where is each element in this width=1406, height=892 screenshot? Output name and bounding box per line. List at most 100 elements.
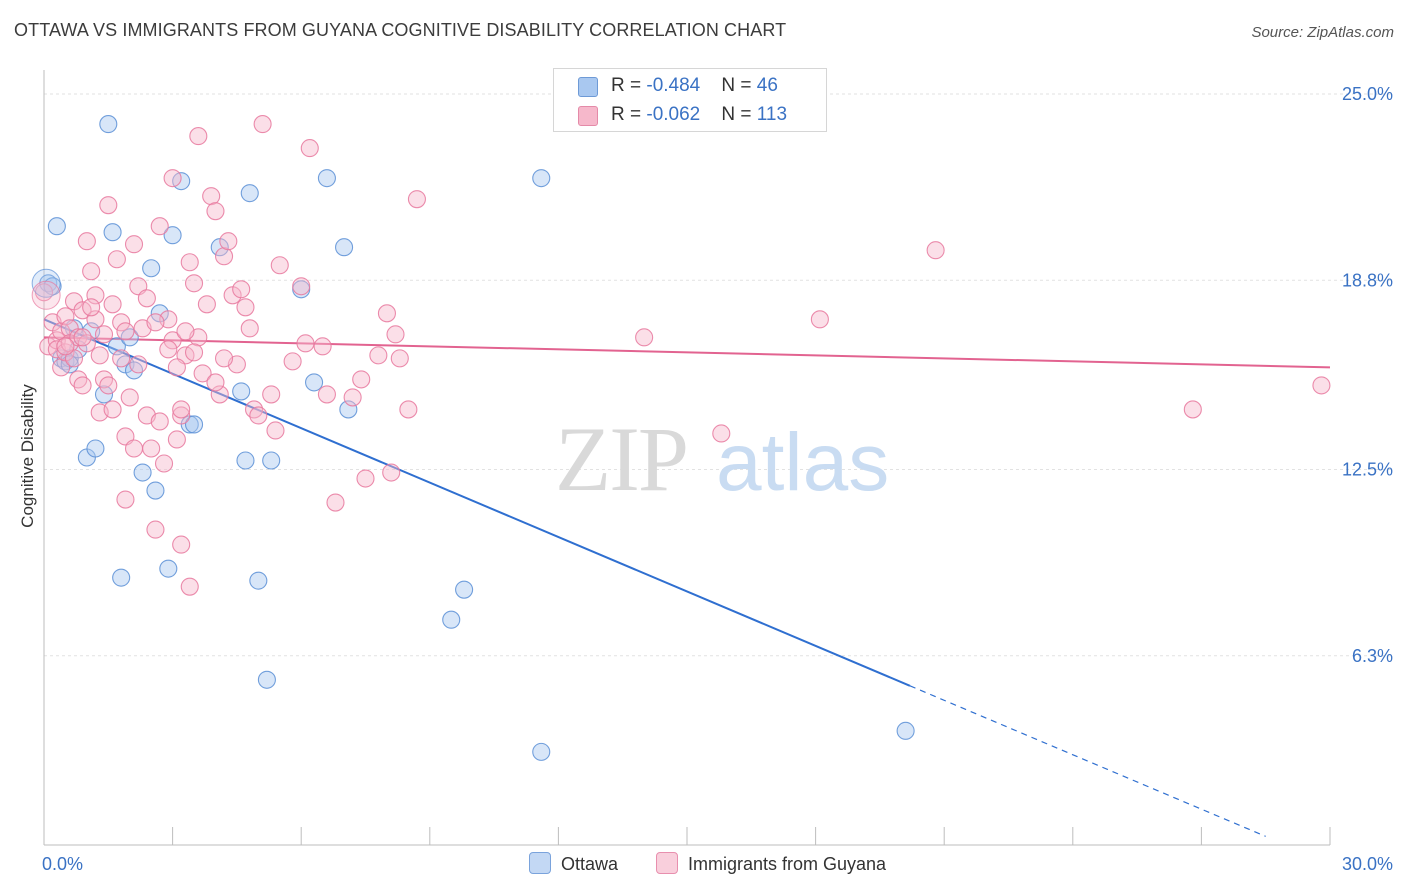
axes bbox=[43, 70, 1331, 846]
point-guyana bbox=[184, 343, 204, 362]
point-guyana bbox=[326, 493, 345, 512]
point-guyana bbox=[377, 304, 396, 323]
point-guyana bbox=[356, 469, 375, 488]
y-tick-label: 6.3% bbox=[1352, 646, 1393, 666]
point-guyana bbox=[189, 127, 208, 146]
point-ottawa bbox=[94, 385, 114, 404]
point-guyana bbox=[253, 115, 272, 134]
trend-lines bbox=[43, 318, 1331, 837]
point-guyana bbox=[382, 463, 401, 482]
legend-swatch-ottawa bbox=[578, 77, 598, 97]
tick-labels: 6.3% 12.5% 18.8% 25.0% 0.0% 30.0% bbox=[42, 84, 1393, 874]
point-guyana bbox=[86, 310, 105, 329]
point-guyana bbox=[399, 400, 418, 419]
point-guyana bbox=[386, 325, 405, 344]
point-guyana bbox=[163, 331, 182, 350]
point-ottawa bbox=[47, 217, 66, 236]
grid-lines bbox=[44, 93, 1392, 657]
point-guyana bbox=[236, 298, 255, 317]
point-guyana bbox=[107, 250, 126, 269]
point-ottawa bbox=[133, 463, 152, 482]
point-guyana bbox=[1183, 400, 1202, 419]
point-guyana bbox=[635, 328, 654, 347]
point-guyana bbox=[154, 454, 174, 473]
point-guyana bbox=[180, 577, 199, 596]
legend-row-ottawa: R = -0.484 N = 46 bbox=[554, 71, 826, 101]
point-guyana bbox=[94, 325, 114, 344]
legend-swatch-ottawa-bottom bbox=[529, 852, 551, 874]
chart-title: OTTAWA VS IMMIGRANTS FROM GUYANA COGNITI… bbox=[14, 20, 787, 40]
point-ottawa bbox=[532, 742, 551, 761]
point-ottawa bbox=[249, 571, 268, 590]
point-guyana bbox=[232, 280, 251, 299]
point-ottawa bbox=[232, 382, 251, 401]
point-guyana bbox=[219, 232, 238, 251]
legend-item-ottawa: Ottawa bbox=[529, 852, 618, 875]
point-guyana bbox=[214, 349, 234, 368]
point-guyana bbox=[202, 187, 221, 206]
point-guyana bbox=[343, 388, 362, 407]
point-guyana bbox=[103, 400, 122, 419]
point-guyana bbox=[210, 385, 229, 404]
point-ottawa bbox=[142, 259, 161, 278]
point-guyana bbox=[172, 400, 191, 419]
point-ottawa bbox=[163, 226, 182, 245]
point-ottawa bbox=[339, 400, 358, 419]
correlation-legend: R = -0.484 N = 46 R = -0.062 N = 113 bbox=[553, 68, 827, 132]
point-guyana bbox=[352, 370, 371, 389]
point-ottawa bbox=[532, 169, 551, 188]
point-guyana bbox=[180, 253, 199, 272]
point-guyana bbox=[712, 424, 731, 443]
legend-row-guyana: R = -0.062 N = 113 bbox=[554, 100, 826, 130]
point-guyana bbox=[77, 232, 96, 251]
point-guyana bbox=[172, 406, 191, 425]
point-guyana bbox=[120, 388, 139, 407]
point-guyana bbox=[116, 322, 135, 341]
point-guyana bbox=[142, 439, 161, 458]
point-guyana bbox=[240, 319, 259, 338]
series-legend: Ottawa Immigrants from Guyana bbox=[0, 852, 1406, 878]
point-guyana bbox=[146, 520, 165, 539]
legend-item-guyana: Immigrants from Guyana bbox=[656, 852, 886, 875]
point-ottawa bbox=[236, 451, 255, 470]
point-guyana bbox=[99, 376, 118, 395]
legend-swatch-guyana bbox=[578, 106, 598, 126]
watermark-atlas: atlas bbox=[716, 417, 889, 508]
point-guyana bbox=[52, 358, 71, 377]
point-guyana bbox=[193, 364, 212, 383]
point-ottawa bbox=[86, 439, 105, 458]
point-guyana bbox=[90, 346, 109, 365]
watermark-zip: ZIP bbox=[555, 408, 687, 510]
point-guyana bbox=[129, 355, 148, 374]
point-guyana bbox=[146, 313, 165, 332]
point-guyana bbox=[99, 196, 118, 215]
point-guyana bbox=[1312, 376, 1331, 395]
x-tick-label-min: 0.0% bbox=[42, 854, 83, 874]
point-guyana bbox=[810, 310, 829, 329]
y-tick-label: 18.8% bbox=[1342, 270, 1393, 290]
point-ottawa bbox=[896, 721, 915, 740]
legend-text-guyana: R = -0.062 N = 113 bbox=[611, 104, 788, 125]
point-guyana bbox=[262, 385, 281, 404]
point-guyana bbox=[300, 139, 319, 158]
point-guyana bbox=[369, 346, 388, 365]
point-guyana bbox=[159, 340, 178, 359]
point-guyana bbox=[86, 286, 105, 305]
point-guyana bbox=[56, 307, 75, 326]
point-ottawa bbox=[99, 115, 118, 134]
point-guyana bbox=[150, 412, 169, 431]
x-tick-label-max: 30.0% bbox=[1342, 854, 1393, 874]
point-guyana bbox=[407, 190, 426, 209]
point-guyana bbox=[283, 352, 302, 371]
point-guyana bbox=[249, 406, 268, 425]
point-guyana bbox=[167, 358, 186, 377]
point-guyana bbox=[292, 277, 311, 296]
point-guyana bbox=[73, 376, 92, 395]
point-guyana bbox=[317, 385, 336, 404]
point-ottawa bbox=[184, 415, 204, 434]
point-guyana bbox=[206, 202, 225, 221]
trend-line-ottawa bbox=[43, 318, 911, 687]
point-guyana bbox=[150, 217, 169, 236]
point-ottawa bbox=[257, 670, 276, 689]
